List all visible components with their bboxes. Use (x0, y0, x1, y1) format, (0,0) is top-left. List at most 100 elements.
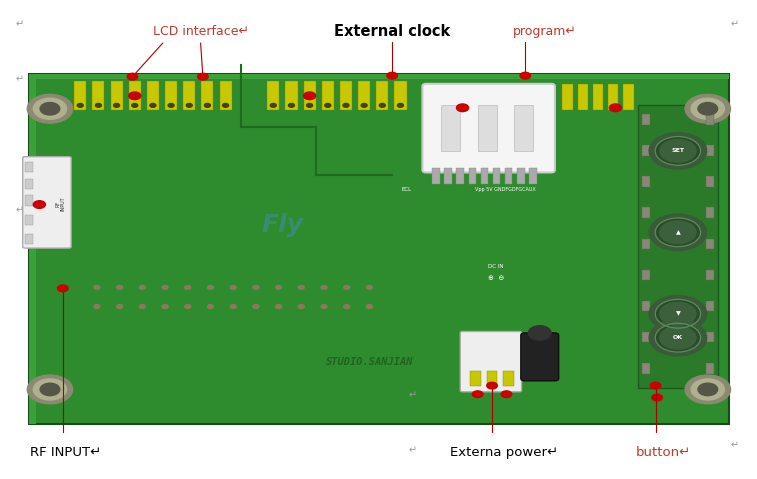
Bar (394, 81, 407, 110)
Circle shape (472, 391, 483, 398)
Text: button↵: button↵ (636, 446, 691, 459)
Circle shape (659, 302, 696, 325)
Circle shape (487, 382, 497, 389)
Bar (503, 371, 514, 386)
Circle shape (168, 103, 174, 107)
Circle shape (132, 103, 138, 107)
Circle shape (343, 103, 349, 107)
Circle shape (207, 285, 213, 289)
Text: ↵: ↵ (731, 441, 738, 450)
Circle shape (685, 375, 731, 404)
Circle shape (691, 379, 724, 400)
Text: ↵: ↵ (16, 206, 23, 216)
Circle shape (117, 285, 123, 289)
Circle shape (307, 103, 313, 107)
Circle shape (528, 326, 551, 340)
Bar (642, 270, 650, 280)
Bar (74, 81, 86, 110)
Circle shape (198, 73, 208, 80)
Circle shape (655, 218, 700, 247)
Circle shape (204, 103, 210, 107)
Bar (706, 114, 714, 125)
Bar (376, 81, 388, 110)
Bar (529, 168, 537, 184)
Circle shape (321, 305, 327, 308)
Circle shape (650, 382, 661, 389)
Bar (470, 371, 481, 386)
Circle shape (253, 285, 259, 289)
Circle shape (27, 375, 73, 404)
Bar (706, 270, 714, 280)
Circle shape (185, 285, 191, 289)
Text: program↵: program↵ (513, 24, 577, 38)
Circle shape (655, 299, 700, 328)
Bar (165, 81, 177, 110)
Circle shape (659, 139, 696, 162)
Circle shape (298, 305, 304, 308)
Bar (25, 215, 33, 225)
Bar (706, 301, 714, 311)
Circle shape (33, 201, 45, 208)
Text: ↵: ↵ (16, 74, 23, 84)
Circle shape (77, 103, 83, 107)
Circle shape (321, 285, 327, 289)
Bar (706, 239, 714, 249)
Bar (147, 81, 159, 110)
Bar (183, 81, 195, 110)
Text: ECL: ECL (402, 187, 412, 192)
Circle shape (361, 103, 367, 107)
Text: ↵: ↵ (409, 390, 416, 400)
Circle shape (366, 285, 372, 289)
Bar (642, 207, 650, 218)
Circle shape (659, 221, 696, 244)
Bar (29, 74, 729, 79)
Bar (642, 114, 650, 125)
FancyBboxPatch shape (460, 331, 522, 392)
Circle shape (207, 305, 213, 308)
Bar (432, 168, 440, 184)
Circle shape (649, 214, 706, 251)
Circle shape (139, 285, 145, 289)
Bar (642, 176, 650, 187)
Circle shape (659, 326, 696, 349)
Bar (608, 84, 618, 110)
Circle shape (253, 305, 259, 308)
Circle shape (397, 103, 403, 107)
Text: RF INPUT↵: RF INPUT↵ (30, 446, 101, 459)
Circle shape (94, 285, 100, 289)
Bar (25, 179, 33, 189)
Bar (129, 81, 141, 110)
Text: ↵: ↵ (731, 19, 738, 29)
Bar (201, 81, 213, 110)
Circle shape (298, 285, 304, 289)
Circle shape (649, 319, 706, 356)
Circle shape (117, 305, 123, 308)
Bar (29, 74, 36, 424)
Bar (642, 145, 650, 156)
Bar (642, 332, 650, 342)
Bar (92, 81, 104, 110)
Circle shape (230, 285, 236, 289)
Circle shape (33, 379, 67, 400)
Bar (706, 332, 714, 342)
Bar (469, 168, 476, 184)
Circle shape (501, 391, 512, 398)
Bar (505, 168, 512, 184)
Bar (638, 105, 718, 388)
Bar (478, 105, 497, 151)
Text: LCD interface↵: LCD interface↵ (153, 24, 248, 38)
Circle shape (387, 72, 397, 79)
Circle shape (698, 383, 718, 396)
Circle shape (127, 73, 138, 80)
Text: Externa power↵: Externa power↵ (450, 446, 559, 459)
Circle shape (649, 296, 706, 332)
Bar (481, 168, 488, 184)
Circle shape (698, 103, 718, 115)
Circle shape (685, 94, 731, 123)
Circle shape (520, 72, 531, 79)
Bar (304, 81, 316, 110)
Circle shape (649, 133, 706, 169)
Circle shape (304, 92, 316, 100)
Bar (514, 105, 533, 151)
Text: Vpp 5V GNDFGDFGCAUX: Vpp 5V GNDFGDFGCAUX (475, 187, 536, 192)
